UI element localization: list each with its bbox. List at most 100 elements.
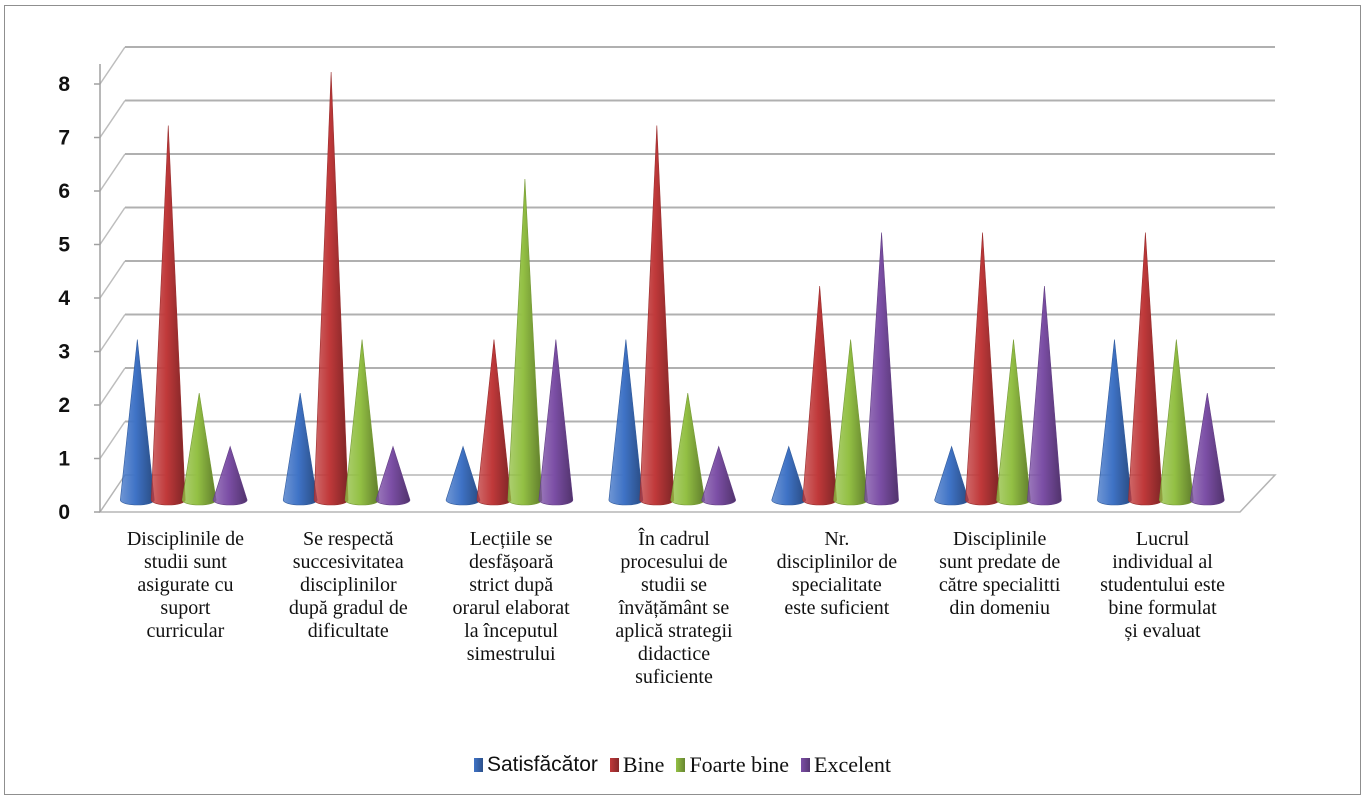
x-tick-label-line: simestrului bbox=[466, 643, 556, 665]
x-tick-label-line: procesului de bbox=[620, 551, 728, 573]
x-tick-label-line: Lecțiile se bbox=[469, 528, 553, 550]
y-tick-label: 5 bbox=[58, 234, 70, 257]
x-tick-label-line: studii sunt bbox=[144, 551, 227, 573]
legend-item: Foarte bine bbox=[676, 752, 789, 778]
x-tick-label-line: sunt predate de bbox=[939, 551, 1061, 573]
x-tick-label-line: succesivitatea bbox=[292, 551, 404, 573]
x-tick-label-line: didactice bbox=[637, 643, 711, 665]
y-tick-label: 8 bbox=[58, 73, 70, 96]
x-tick-label-line: studentului este bbox=[1100, 574, 1226, 596]
cone-bar bbox=[181, 392, 217, 506]
cone-bar bbox=[802, 285, 837, 506]
cone-shape bbox=[212, 445, 248, 506]
legend-label: Satisfăcător bbox=[486, 753, 598, 776]
cone-shape bbox=[313, 71, 349, 506]
x-tick-label-line: bine formulat bbox=[1108, 597, 1217, 619]
gridline-side bbox=[99, 153, 126, 192]
legend: Satisfăcător Bine Foarte bine Excelent bbox=[0, 752, 1365, 778]
x-tick-label-line: specialitate bbox=[791, 574, 882, 596]
y-tick-label: 2 bbox=[58, 394, 70, 417]
cone-bar bbox=[1027, 285, 1062, 506]
x-tick-label-line: curricular bbox=[146, 620, 225, 642]
cone-shape bbox=[802, 285, 837, 506]
x-tick-label-line: orarul elaborat bbox=[452, 597, 570, 619]
x-tick-label-line: și evaluat bbox=[1124, 620, 1201, 642]
cone-bar bbox=[282, 392, 318, 506]
x-tick-label-line: strict după bbox=[469, 574, 554, 596]
y-tick-label: 6 bbox=[58, 180, 70, 203]
gridline-side bbox=[99, 46, 126, 85]
legend-item: Bine bbox=[609, 752, 665, 778]
cone-bar bbox=[670, 392, 706, 506]
cone-shape bbox=[701, 445, 737, 506]
legend-label: Foarte bine bbox=[689, 752, 790, 777]
legend-label: Excelent bbox=[814, 752, 891, 777]
x-tick-label-line: la începutul bbox=[464, 620, 559, 642]
gridline-side bbox=[99, 314, 126, 352]
y-tick-label: 0 bbox=[58, 501, 70, 524]
cone-shape bbox=[375, 445, 411, 506]
x-tick-label-line: Se respectă bbox=[303, 528, 394, 550]
x-tick-label: În cadrul procesului de studii se învățămân… bbox=[594, 528, 754, 689]
x-tick-label: Disciplinile de studii sunt asigurate cu su… bbox=[105, 528, 265, 643]
x-tick-label-line: disciplinilor de bbox=[776, 551, 898, 573]
cone-shape bbox=[507, 178, 543, 506]
cone-bar bbox=[1189, 392, 1225, 506]
x-tick-label-line: suficiente bbox=[635, 666, 713, 688]
x-tick-label-line: individual al bbox=[1112, 551, 1213, 573]
x-tick-label-line: asigurate cu bbox=[137, 574, 234, 596]
cone-shape bbox=[282, 392, 318, 506]
x-tick-label-line: disciplinilor bbox=[299, 574, 397, 596]
cone-bar bbox=[375, 445, 411, 506]
gridline-side bbox=[99, 421, 126, 459]
x-tick-label-line: desfășoară bbox=[468, 551, 554, 573]
cone-bar bbox=[538, 339, 574, 506]
cone-shape bbox=[1189, 392, 1225, 506]
cone-shape bbox=[181, 392, 217, 506]
legend-swatch bbox=[473, 758, 483, 772]
x-tick-label: Lecțiile se desfășoară strict după orarul e… bbox=[431, 528, 591, 666]
y-axis: 0 1 2 3 4 5 6 7 8 bbox=[58, 64, 101, 524]
gridline-side bbox=[99, 260, 126, 299]
cone-bar bbox=[864, 232, 899, 506]
x-tick-label-line: suport bbox=[160, 597, 211, 619]
cone-bar bbox=[507, 178, 543, 506]
cone-bar bbox=[701, 445, 737, 506]
cone-shape bbox=[1027, 285, 1062, 506]
gridline-side bbox=[99, 207, 126, 245]
x-tick-label-line: aplică strategii bbox=[615, 620, 733, 642]
x-tick-label: Se respectă succesivitatea disciplinilor du… bbox=[268, 528, 428, 643]
y-tick-label: 3 bbox=[58, 341, 70, 364]
y-tick-label: 4 bbox=[58, 287, 70, 310]
chart-bars bbox=[120, 71, 1225, 506]
x-tick-label: Disciplinile sunt predate de către special… bbox=[920, 528, 1080, 620]
legend-swatch bbox=[609, 758, 619, 772]
x-tick-label-line: În cadrul bbox=[638, 528, 710, 550]
x-tick-label-line: învățământ se bbox=[618, 597, 730, 619]
x-tick-label-line: după gradul de bbox=[288, 597, 408, 619]
legend-label: Bine bbox=[622, 752, 665, 777]
x-tick-label-line: Disciplinile bbox=[953, 528, 1047, 550]
x-tick-label-line: studii se bbox=[640, 574, 708, 596]
cone-bar bbox=[313, 71, 349, 506]
chart-gridlines bbox=[99, 46, 1275, 459]
cone-bar bbox=[212, 445, 248, 506]
x-tick-label-line: Lucrul bbox=[1135, 528, 1190, 550]
gridline-side bbox=[99, 367, 126, 406]
x-tick-label: Nr. disciplinilor de specialitate este sufi… bbox=[757, 528, 917, 620]
legend-swatch bbox=[801, 758, 811, 772]
legend-item: Excelent bbox=[801, 752, 891, 778]
x-tick-label-line: către specialitti bbox=[938, 574, 1061, 596]
gridline-side bbox=[99, 100, 126, 138]
x-tick-label-line: Nr. bbox=[824, 528, 850, 550]
y-tick-label: 7 bbox=[58, 127, 70, 150]
y-tick-label: 1 bbox=[58, 448, 70, 471]
cone-shape bbox=[670, 392, 706, 506]
x-tick-label-line: din domeniu bbox=[949, 597, 1050, 619]
cone-shape bbox=[864, 232, 899, 506]
x-tick-label-line: este suficient bbox=[784, 597, 890, 619]
x-tick-label: Lucrul individual al studentului este bine … bbox=[1083, 528, 1243, 643]
x-tick-label-line: dificultate bbox=[307, 620, 389, 642]
cone-shape bbox=[538, 339, 574, 506]
